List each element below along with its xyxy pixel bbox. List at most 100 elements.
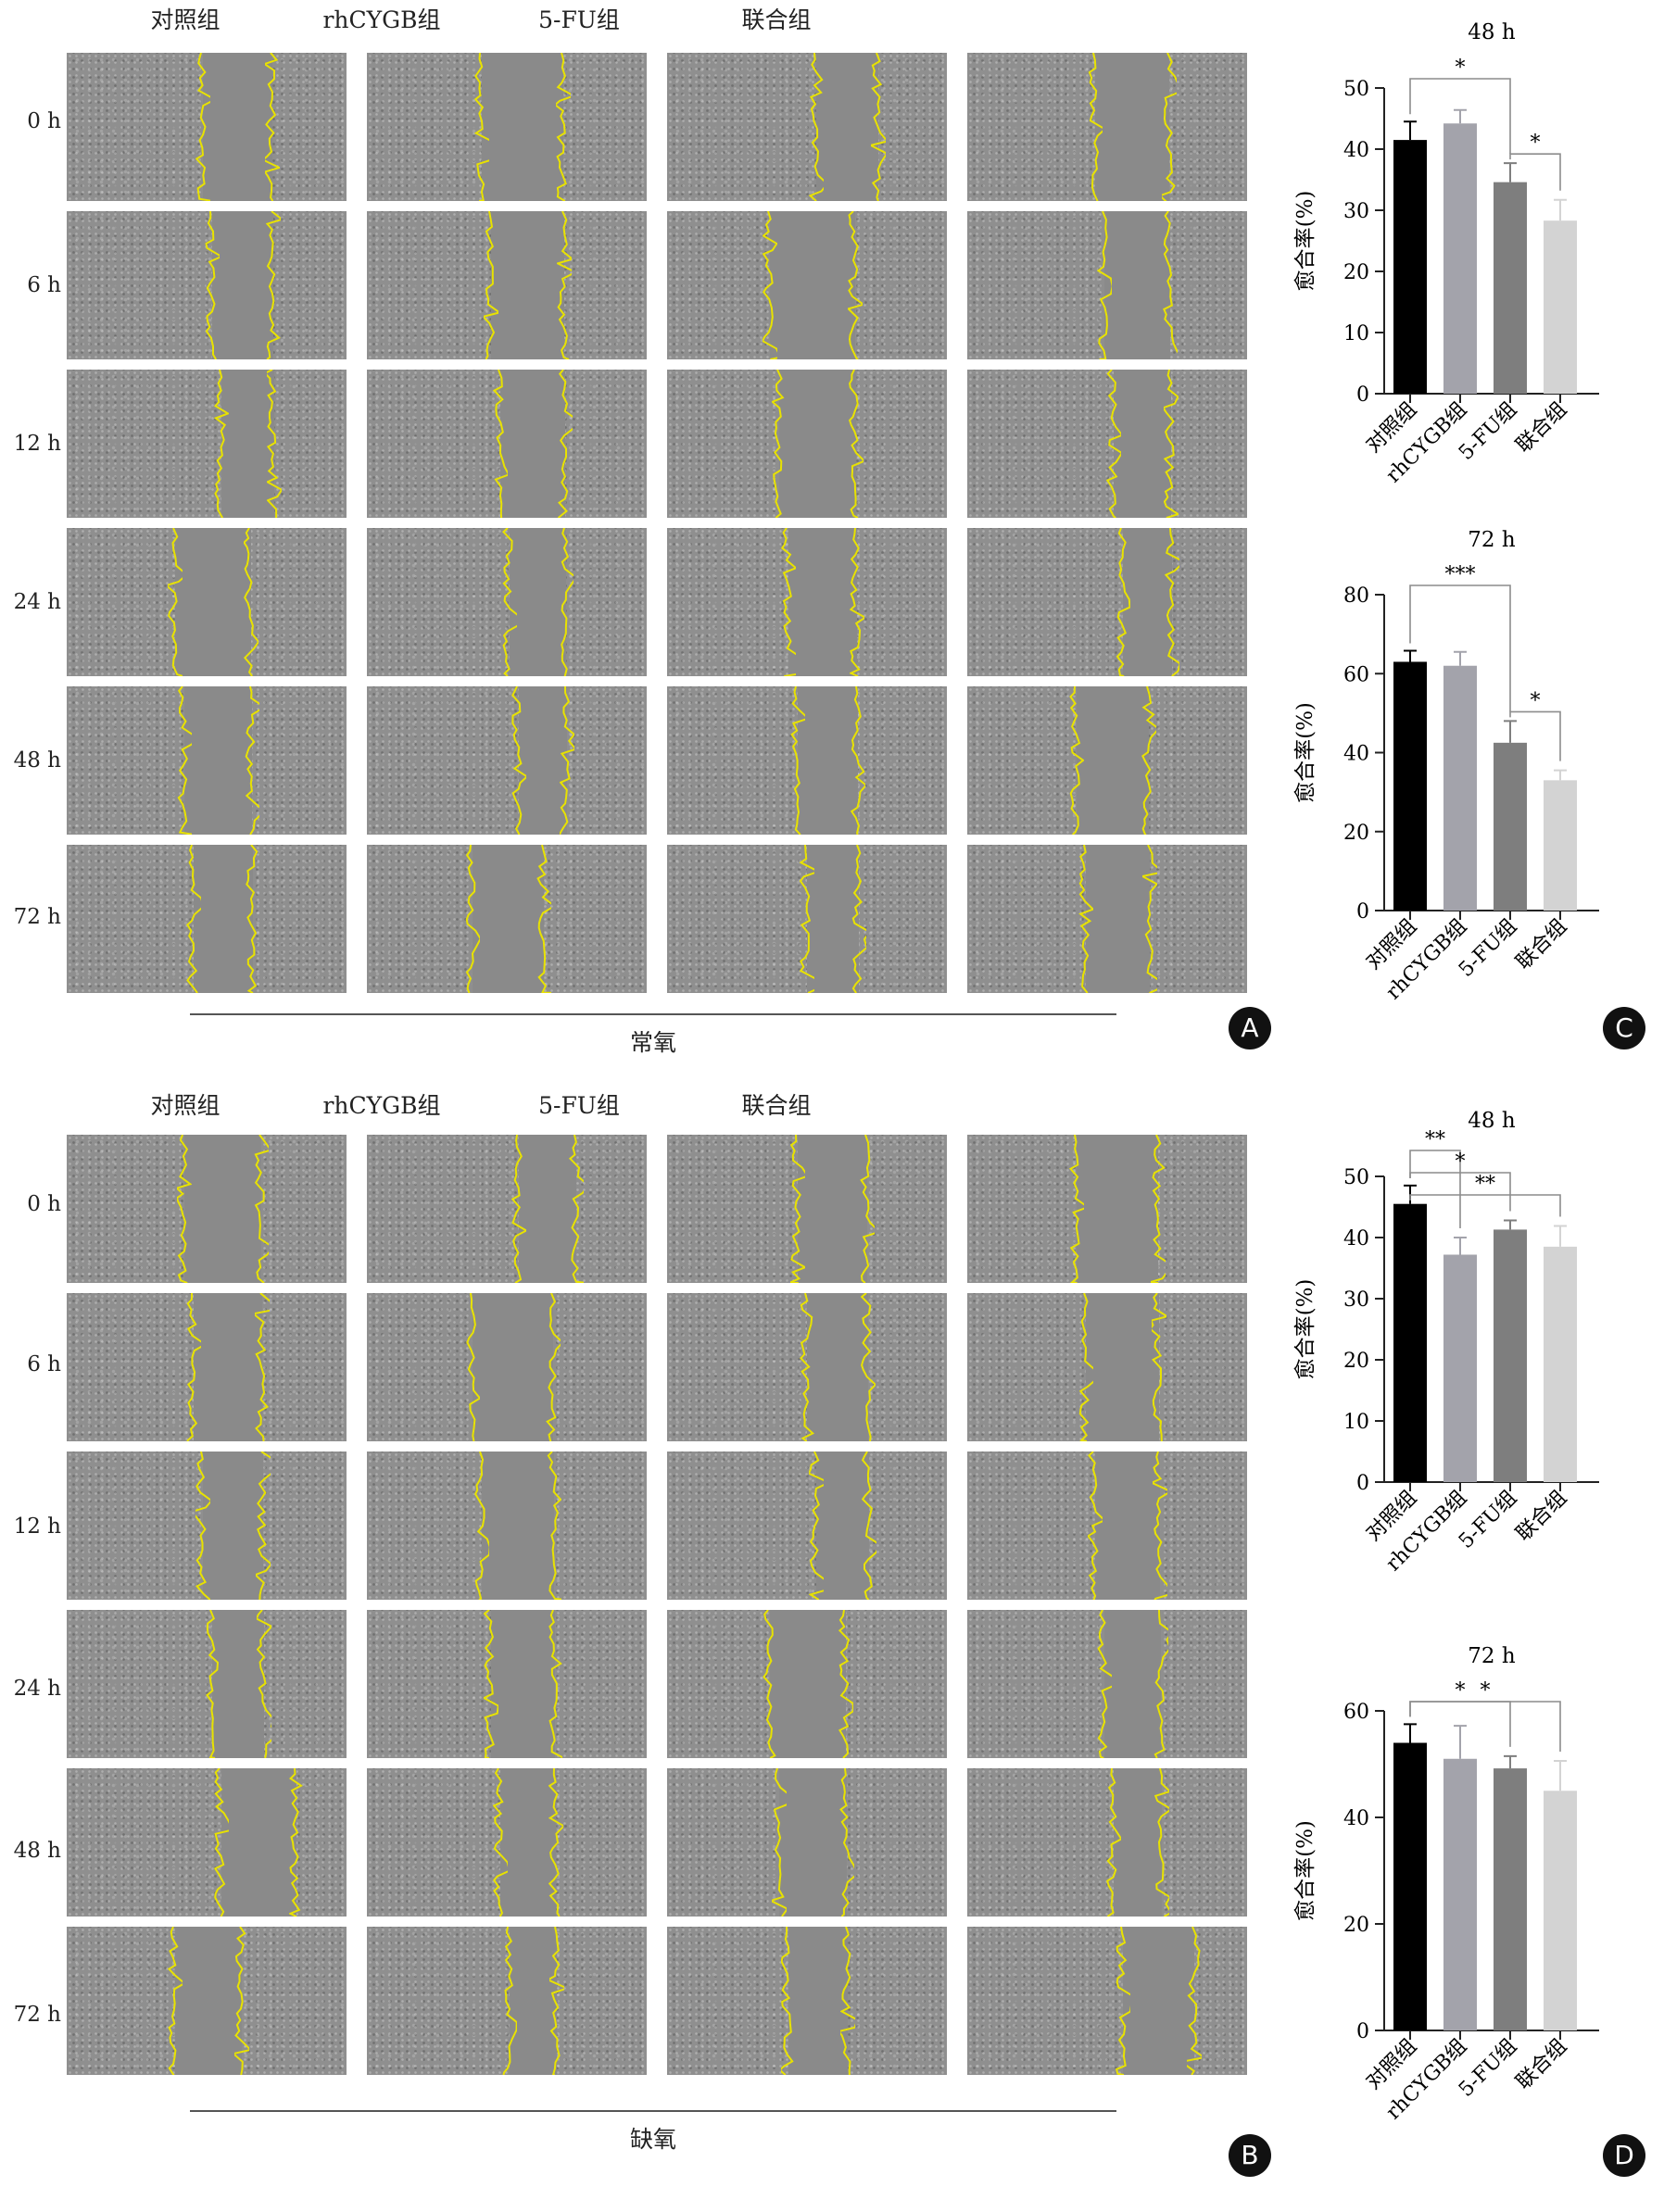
bar [1443, 123, 1477, 394]
bar [1544, 220, 1577, 394]
micrograph [367, 1135, 647, 1283]
bar [1393, 1203, 1427, 1482]
micrograph [367, 370, 647, 518]
micrograph [367, 1293, 647, 1441]
row-label-12h: 12 h [13, 432, 61, 456]
chart-hypoxia-48h: 48 h 愈合率(%) 0 10 20 30 40 50 对照组 rhCYGB组 5-FU组 联合组 *… [1279, 1088, 1664, 1635]
micrograph [667, 528, 947, 676]
error-bar [1404, 1723, 1417, 1743]
y-tick-label: 0 [1356, 2020, 1369, 2043]
y-tick-label: 20 [1343, 1350, 1369, 1373]
bar [1544, 1246, 1577, 1482]
row-label-6h: 6 h [27, 273, 61, 297]
bar [1393, 140, 1427, 394]
error-bar [1554, 769, 1567, 781]
bar [1393, 1742, 1427, 2030]
bar [1544, 780, 1577, 911]
y-tick-label: 30 [1343, 1288, 1369, 1312]
bar [1443, 1254, 1477, 1482]
row-label-24h: 24 h [13, 590, 61, 614]
micrograph [667, 370, 947, 518]
panel-letter-c: C [1603, 1007, 1645, 1049]
error-bar [1554, 1760, 1567, 1791]
micrograph [967, 1768, 1247, 1917]
error-bar [1554, 198, 1567, 221]
micrograph [967, 370, 1247, 518]
micrograph [967, 1293, 1247, 1441]
micrograph [67, 528, 347, 676]
row-label-0h: 0 h [27, 109, 61, 133]
chart-normoxia-72h: 72 h 愈合率(%) 0 20 40 60 80 对照组 rhCYGB组 5-FU组 联合组 ***… [1279, 519, 1664, 1047]
error-bar [1404, 120, 1417, 141]
bar [1544, 1791, 1577, 2030]
bar [1494, 742, 1527, 911]
chart-title: 72 h [1468, 528, 1516, 552]
bar [1443, 665, 1477, 911]
significance-label: ** [1475, 1173, 1495, 1196]
micrograph [367, 1768, 647, 1917]
y-tick-label: 20 [1343, 822, 1369, 845]
panel-letter-a: A [1229, 1007, 1271, 1049]
y-tick-label: 80 [1343, 584, 1369, 608]
micrograph [367, 211, 647, 359]
micrograph [67, 53, 347, 201]
micrograph [967, 53, 1247, 201]
significance-bracket [1409, 1194, 1561, 1217]
panel-b: 对照组 rhCYGB组 5-FU组 联合组 0 h 6 h 12 h 24 h … [0, 1084, 1279, 2212]
micrograph [967, 1610, 1247, 1758]
column-label-5fu: 5-FU组 [538, 6, 620, 33]
micrograph [667, 1610, 947, 1758]
micrograph [67, 370, 347, 518]
micrograph [967, 1135, 1247, 1283]
significance-bracket [1509, 710, 1561, 761]
row-label-72h: 72 h [13, 905, 61, 929]
error-bar [1454, 650, 1467, 666]
micrograph [67, 1768, 347, 1917]
column-label-control: 对照组 [150, 1092, 221, 1119]
significance-label: * [1531, 689, 1541, 712]
micrograph [67, 1135, 347, 1283]
micrograph [367, 53, 647, 201]
significance-label: * [1456, 1679, 1466, 1703]
micrograph [967, 845, 1247, 993]
micrograph [367, 528, 647, 676]
column-label-combined: 联合组 [741, 6, 812, 33]
error-bar [1454, 1725, 1467, 1759]
significance-label: *** [1445, 563, 1476, 586]
significance-label: * [1456, 57, 1466, 80]
micrograph [367, 1927, 647, 2075]
bar [1494, 182, 1527, 394]
error-bar [1554, 1225, 1567, 1247]
condition-label-b: 缺氧 [629, 2126, 676, 2153]
column-label-rhcygb: rhCYGB组 [322, 6, 441, 33]
panel-letter-b: B [1229, 2134, 1271, 2177]
y-axis-label: 愈合率(%) [1293, 702, 1317, 803]
bar [1443, 1758, 1477, 2030]
micrograph [67, 1293, 347, 1441]
x-tick-label: 联合组 [1512, 1487, 1571, 1546]
y-tick-label: 40 [1343, 1227, 1369, 1251]
micrograph [667, 1293, 947, 1441]
significance-label: * [1481, 1679, 1491, 1703]
micrograph [667, 53, 947, 201]
chart-normoxia-48h: 48 h 愈合率(%) 0 10 20 30 40 50 对照组 rhCYGB组 5-FU组 联合组 *… [1279, 0, 1664, 519]
micrograph [967, 211, 1247, 359]
y-axis-label: 愈合率(%) [1293, 1820, 1317, 1921]
micrograph [67, 1927, 347, 2075]
micrograph [367, 686, 647, 835]
panel-letter-d: D [1603, 2134, 1645, 2177]
micrograph [367, 1610, 647, 1758]
error-bar [1504, 720, 1517, 743]
row-label-0h: 0 h [27, 1192, 61, 1216]
significance-label: * [1531, 132, 1541, 155]
y-tick-label: 40 [1343, 1807, 1369, 1830]
micrograph [67, 1452, 347, 1600]
significance-bracket [1409, 1150, 1461, 1228]
micrograph [367, 845, 647, 993]
bar [1393, 661, 1427, 911]
column-label-rhcygb: rhCYGB组 [322, 1092, 441, 1119]
y-tick-label: 20 [1343, 261, 1369, 284]
panel-a: 对照组 rhCYGB组 5-FU组 联合组 0 h 6 h 12 h 24 h … [0, 0, 1279, 1084]
micrograph [67, 1610, 347, 1758]
